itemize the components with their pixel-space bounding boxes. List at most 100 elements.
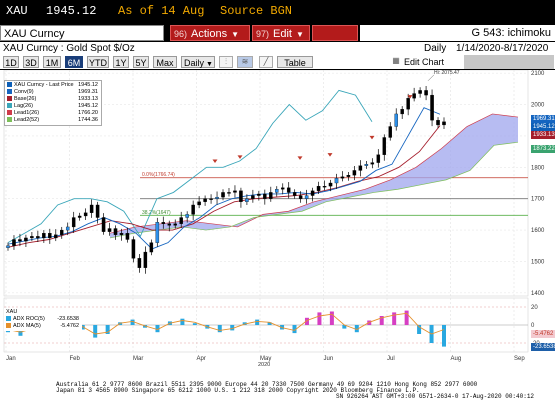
x-tick-label: Jan [6,356,16,362]
candle [173,219,177,229]
edit-chart-button[interactable]: Edit Chart [404,57,445,67]
frequency-select[interactable]: Daily ▼ [181,56,215,68]
candle-body-up [42,233,46,239]
candle [18,233,22,247]
candle-body-up [54,234,58,239]
signal-marker [407,95,413,99]
tab-max[interactable]: Max [153,56,177,68]
price-tag-base: 1933.13 [531,131,555,139]
price-tick-label: 1600 [531,228,545,234]
candle-body-up [197,201,201,206]
candle-body-down [286,187,291,193]
candle [161,216,166,229]
candle [334,173,339,189]
candle-body-up [119,233,124,235]
legend-title-row: XAU Curncy - Last Price 1945.12 [7,82,99,89]
line-tool-icon[interactable]: ╱ [259,56,273,68]
legend-value: 1969.31 [78,89,98,95]
candle [280,183,285,195]
legend-item-lead2: Lead2(52) 1744.36 [7,117,99,124]
chart-name[interactable]: G 543: ichimoku [360,25,555,41]
candle-body-up [257,193,261,196]
security-input[interactable]: XAU Curncy [0,25,164,41]
candle-body-up [185,214,189,218]
candle-body-up [394,113,398,127]
candle [167,220,172,232]
candle [352,166,357,181]
x-tick-label: Sep [514,356,525,362]
candle [209,194,213,204]
candle-body-up [65,226,70,231]
candle [298,191,303,203]
candle [155,217,160,247]
candle [101,213,106,235]
adx-histogram-bar [93,325,98,338]
price-tag-last: 1945.12 [531,123,555,131]
legend-title: XAU Curncy - Last Price [14,82,74,88]
tab-1m[interactable]: 1M [43,56,61,68]
legend-label: Lead2(52) [14,117,40,123]
candle-body-up [6,245,10,248]
candle-body-up [370,162,375,165]
candle-body-up [334,178,339,184]
tab-3d[interactable]: 3D [23,56,39,68]
date-range[interactable]: 1/14/2020-8/17/2020 [456,43,549,54]
candle-body-up [89,204,94,213]
x-tick-label: Mar [133,356,143,362]
tab-1y[interactable]: 1Y [113,56,129,68]
candle [412,87,416,102]
candle-body-up [340,176,345,179]
candle-body-up [155,222,160,243]
tab-1d[interactable]: 1D [3,56,19,68]
period-tab-bar: 1D 3D 1M 6M YTD 1Y 5Y Max Daily ▼ ⫶ ≋ ╱ T… [0,55,555,69]
x-tick-label: Apr [197,356,206,362]
price-tag-conv: 1969.31 [531,115,555,123]
candle-body-up [107,228,112,232]
legend-item-lead1: Lead1(26) 1766.20 [7,110,99,117]
legend-label: Lead1(26) [14,110,40,116]
actions-button[interactable]: 96) Actions ▼ [170,25,250,41]
level-label-upper: 0.0%(1766.74) [142,172,175,178]
candle-body-up [233,190,237,193]
signal-marker [369,135,375,140]
candle-body-up [352,170,357,176]
security-description: XAU Curncy : Gold Spot $/Oz [3,43,135,54]
legend-swatch [6,316,11,322]
tab-ytd[interactable]: YTD [87,56,109,68]
tab-6m[interactable]: 6M [65,56,83,68]
adx-legend-title: XAU [6,309,18,315]
chart-type-icon[interactable]: ⫶ [219,56,233,68]
candle [346,172,351,181]
edit-number: 97) [256,29,270,39]
price-chart-svg: 14001500160017001800190020002100200-200.… [0,70,555,400]
adx-histogram-bar [255,319,260,325]
price-tick-label: 2000 [531,103,545,109]
legend-label: Conv(9) [14,89,34,95]
candle [203,195,207,206]
candle [30,231,34,242]
candle [251,189,255,203]
candle [89,199,94,218]
legend-label: ADX MA(5) [13,323,41,329]
candle-body-down [48,233,52,239]
adx-legend-mas: ADX MA(5) -5.4762 [6,323,80,330]
candle-body-up [227,192,231,194]
candle [65,222,70,236]
tab-5y[interactable]: 5Y [133,56,149,68]
legend-item-lag: Lag(26) 1945.12 [7,103,99,110]
candle-body-up [215,196,219,199]
candle [54,229,58,242]
legend-label: Lag(26) [14,103,33,109]
compare-icon[interactable]: ≋ [237,56,253,68]
price-tick-label: 1700 [531,197,545,203]
table-button[interactable]: Table [277,56,313,68]
legend-value: -5.4762 [60,323,79,329]
candle [292,189,297,199]
edit-button[interactable]: 97) Edit ▼ [252,25,310,41]
adx-histogram-bar [342,325,347,329]
legend-item-conv: Conv(9) 1969.31 [7,89,99,96]
legend-value: 1766.20 [78,110,98,116]
adx-histogram-bar [417,325,422,334]
edit-chart-icon[interactable]: ▦ [392,56,400,65]
candle-body-up [83,212,88,217]
